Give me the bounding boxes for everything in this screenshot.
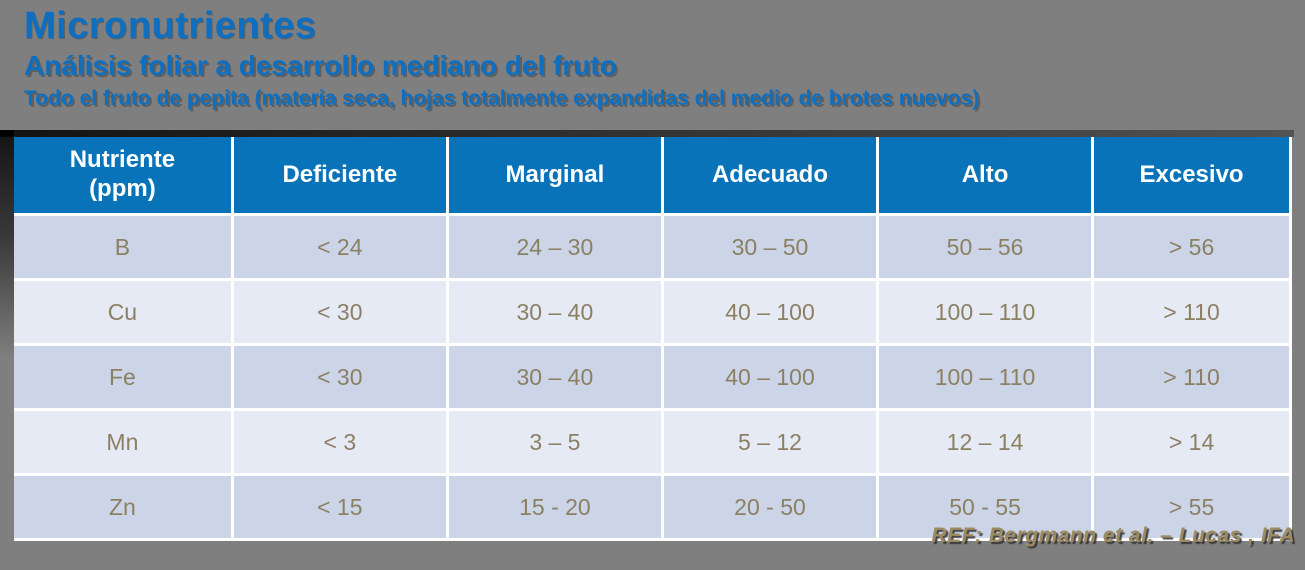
- cell-marginal: 30 – 40: [445, 278, 664, 346]
- cell-alto: 100 – 110: [876, 278, 1095, 346]
- table-row-fe: Fe < 30 30 – 40 40 – 100 100 – 110 > 110: [14, 343, 1292, 411]
- page-title: Micronutrientes: [24, 5, 317, 47]
- cell-nutrient: Cu: [14, 278, 234, 346]
- cell-adecuado: 40 – 100: [660, 278, 880, 346]
- cell-deficiente: < 30: [230, 343, 449, 411]
- cell-adecuado: 5 – 12: [660, 408, 880, 476]
- cell-excesivo: > 14: [1091, 408, 1292, 476]
- cell-deficiente: < 3: [230, 408, 449, 476]
- nutrient-range-table: Nutriente (ppm) Deficiente Marginal Adec…: [14, 137, 1292, 541]
- micronutrient-table: Nutriente (ppm) Deficiente Marginal Adec…: [0, 130, 1294, 541]
- col-header-nutriente-label: Nutriente: [69, 146, 176, 174]
- cell-nutrient: Fe: [14, 343, 234, 411]
- page-subtitle: Análisis foliar a desarrollo mediano del…: [24, 49, 617, 81]
- cell-adecuado: 30 – 50: [660, 213, 880, 281]
- cell-marginal: 30 – 40: [445, 343, 664, 411]
- cell-deficiente: < 30: [230, 278, 449, 346]
- col-header-nutriente-unit: (ppm): [89, 175, 156, 202]
- cell-marginal: 15 - 20: [445, 473, 664, 541]
- cell-excesivo: > 56: [1091, 213, 1292, 281]
- col-header-marginal: Marginal: [445, 137, 664, 216]
- cell-deficiente: < 24: [230, 213, 449, 281]
- cell-deficiente: < 15: [230, 473, 449, 541]
- col-header-deficiente: Deficiente: [230, 137, 449, 216]
- cell-excesivo: > 110: [1091, 278, 1292, 346]
- cell-adecuado: 20 - 50: [660, 473, 880, 541]
- cell-marginal: 24 – 30: [445, 213, 664, 281]
- col-header-nutriente: Nutriente (ppm): [14, 137, 234, 216]
- cell-nutrient: Mn: [14, 408, 234, 476]
- cell-nutrient: Zn: [14, 473, 234, 541]
- cell-alto: 50 – 56: [876, 213, 1095, 281]
- table-row-zn: Zn < 15 15 - 20 20 - 50 50 - 55 > 55: [14, 473, 1292, 541]
- cell-excesivo: > 55: [1091, 473, 1292, 541]
- title-block: Micronutrientes Análisis foliar a desarr…: [24, 5, 980, 111]
- col-header-alto: Alto: [876, 137, 1095, 216]
- header-row: Nutriente (ppm) Deficiente Marginal Adec…: [14, 137, 1292, 216]
- cell-alto: 12 – 14: [876, 408, 1095, 476]
- cell-marginal: 3 – 5: [445, 408, 664, 476]
- cell-alto: 100 – 110: [876, 343, 1095, 411]
- page-subtitle-detail: Todo el fruto de pepita (materia seca, h…: [24, 86, 980, 110]
- cell-alto: 50 - 55: [876, 473, 1095, 541]
- table-row-cu: Cu < 30 30 – 40 40 – 100 100 – 110 > 110: [14, 278, 1292, 346]
- cell-nutrient: B: [14, 213, 234, 281]
- col-header-excesivo: Excesivo: [1091, 137, 1292, 216]
- cell-adecuado: 40 – 100: [660, 343, 880, 411]
- cell-excesivo: > 110: [1091, 343, 1292, 411]
- col-header-adecuado: Adecuado: [660, 137, 880, 216]
- table-row-b: B < 24 24 – 30 30 – 50 50 – 56 > 56: [14, 213, 1292, 281]
- table-row-mn: Mn < 3 3 – 5 5 – 12 12 – 14 > 14: [14, 408, 1292, 476]
- reference-text: REF: Bergmann et al. – Lucas , IFA: [931, 524, 1295, 547]
